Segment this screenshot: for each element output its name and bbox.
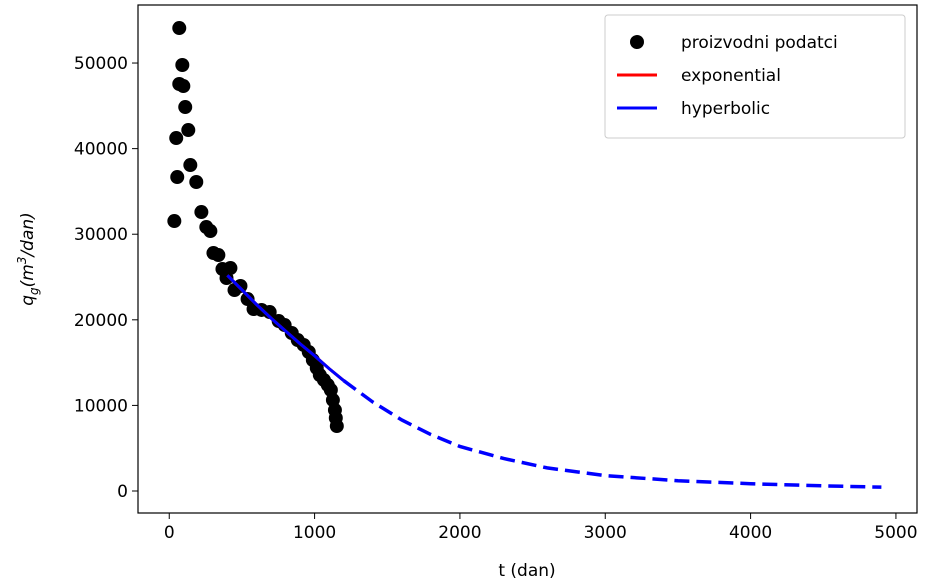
data-point [223,261,238,276]
legend-label: exponential [681,66,781,86]
x-tick-label: 2000 [438,523,481,543]
data-point [329,419,344,434]
x-tick-label: 5000 [874,523,917,543]
data-point [167,214,182,229]
data-point [178,100,193,115]
legend-label: hyperbolic [681,99,770,119]
y-axis-label: qg(m3/dan) [15,212,41,306]
data-point [189,175,204,190]
legend-marker [630,35,644,49]
data-point [181,123,196,138]
data-point [175,58,190,73]
x-tick-label: 3000 [584,523,627,543]
data-point [172,21,187,36]
y-tick-label: 40000 [74,140,128,160]
data-point [176,79,191,94]
data-point [170,170,185,185]
y-tick-label: 0 [117,482,128,502]
legend-label: proizvodni podatci [681,33,838,53]
legend-box [604,14,906,139]
fit-line [226,274,345,382]
x-tick-label: 0 [164,523,175,543]
y-tick-label: 50000 [74,54,128,74]
data-point [233,279,248,294]
data-point [203,224,218,239]
data-point [211,248,226,263]
plot-frame [137,4,918,514]
data-point [194,205,209,220]
data-point [183,158,198,173]
x-tick-label: 1000 [293,523,336,543]
x-tick-label: 4000 [729,523,772,543]
y-tick-label: 10000 [74,396,128,416]
y-tick-label: 20000 [74,311,128,331]
x-axis-label: t (dan) [498,561,555,581]
y-tick-label: 30000 [74,225,128,245]
forecast-line [342,379,882,489]
data-point [169,131,184,146]
